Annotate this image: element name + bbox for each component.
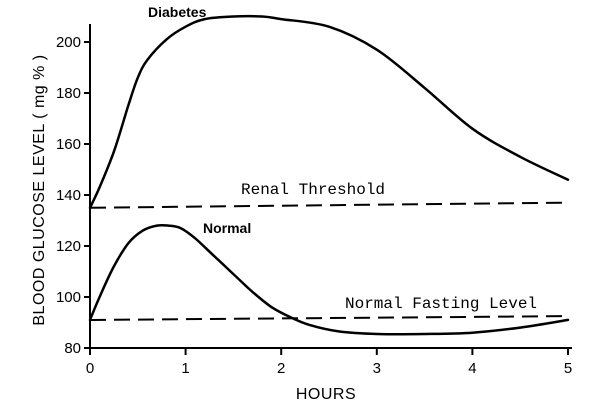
x-tick-label: 3 bbox=[373, 360, 381, 377]
renal-threshold-label: Renal Threshold bbox=[241, 181, 385, 199]
renal-threshold-line bbox=[89, 201, 569, 209]
x-tick-label: 5 bbox=[564, 360, 572, 377]
x-axis: 0 1 2 3 4 5 bbox=[86, 347, 572, 377]
x-tick-label: 0 bbox=[86, 360, 94, 377]
y-tick-label: 100 bbox=[56, 289, 81, 306]
y-tick-label: 180 bbox=[56, 85, 81, 102]
reference-lines bbox=[89, 201, 569, 321]
x-axis-title: HOURS bbox=[296, 386, 356, 403]
x-tick-label: 4 bbox=[468, 360, 476, 377]
y-axis: 80 100 120 140 160 180 200 bbox=[56, 24, 91, 357]
x-tick-label: 2 bbox=[277, 360, 285, 377]
series-lines bbox=[88, 14, 570, 336]
x-ticks: 0 1 2 3 4 5 bbox=[86, 348, 572, 377]
y-ticks: 80 100 120 140 160 180 200 bbox=[56, 34, 90, 357]
y-tick-label: 160 bbox=[56, 136, 81, 153]
x-tick-label: 1 bbox=[181, 360, 189, 377]
normal-fasting-level-line bbox=[89, 315, 569, 321]
diabetes-series-label: Diabetes bbox=[148, 4, 207, 20]
normal-series-label: Normal bbox=[203, 220, 251, 236]
y-tick-label: 200 bbox=[56, 34, 81, 51]
y-axis-title: BLOOD GLUCOSE LEVEL ( mg % ) bbox=[31, 54, 48, 325]
y-tick-label: 80 bbox=[64, 340, 81, 357]
diabetes-curve bbox=[88, 14, 570, 210]
normal-fasting-level-label: Normal Fasting Level bbox=[345, 295, 537, 313]
y-tick-label: 140 bbox=[56, 187, 81, 204]
y-tick-label: 120 bbox=[56, 238, 81, 255]
normal-curve bbox=[88, 223, 570, 336]
